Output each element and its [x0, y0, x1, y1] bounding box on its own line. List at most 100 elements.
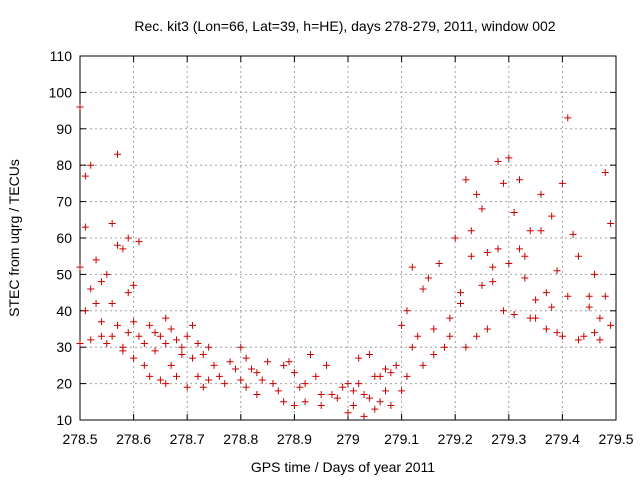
y-tick-label: 90	[56, 121, 72, 137]
data-point	[81, 307, 89, 315]
data-point	[205, 343, 213, 351]
data-point	[108, 332, 116, 340]
data-point	[323, 361, 331, 369]
y-tick-label: 30	[56, 339, 72, 355]
data-point	[387, 401, 395, 409]
data-point	[301, 380, 309, 388]
y-tick-label: 70	[56, 194, 72, 210]
data-point	[360, 412, 368, 420]
data-point	[467, 252, 475, 260]
data-point	[87, 285, 95, 293]
y-tick-label: 40	[56, 303, 72, 319]
data-point	[178, 343, 186, 351]
data-point	[473, 332, 481, 340]
data-point	[424, 274, 432, 282]
data-point	[146, 372, 154, 380]
data-point	[146, 321, 154, 329]
data-point	[521, 274, 529, 282]
data-point	[130, 318, 138, 326]
data-point	[564, 292, 572, 300]
data-point	[494, 245, 502, 253]
data-point	[414, 332, 422, 340]
data-point	[483, 325, 491, 333]
data-point	[419, 285, 427, 293]
data-point	[392, 361, 400, 369]
data-point	[76, 103, 84, 111]
x-axis-ticks: 278.5 278.6 278.7 278.8 278.9 279 279.1 279.2 27…	[62, 56, 634, 447]
data-point	[274, 387, 282, 395]
x-axis-label: GPS time / Days of year 2011	[251, 459, 435, 475]
data-point	[162, 314, 170, 322]
x-tick-label: 279.4	[545, 431, 580, 447]
data-point	[596, 336, 604, 344]
data-point	[376, 398, 384, 406]
x-tick-label: 279.2	[438, 431, 473, 447]
data-point	[510, 209, 518, 217]
data-point	[430, 350, 438, 358]
x-tick-label: 278.8	[223, 431, 258, 447]
data-point	[124, 329, 132, 337]
x-tick-label: 278.6	[116, 431, 151, 447]
data-point	[403, 307, 411, 315]
data-point	[467, 227, 475, 235]
data-point	[451, 234, 459, 242]
data-point	[564, 114, 572, 122]
data-point	[607, 219, 615, 227]
data-point	[591, 329, 599, 337]
data-point	[242, 383, 250, 391]
data-point	[280, 398, 288, 406]
data-point	[264, 358, 272, 366]
data-point	[478, 281, 486, 289]
data-point	[349, 387, 357, 395]
data-point	[97, 278, 105, 286]
data-point	[462, 176, 470, 184]
y-axis-label: STEC from uqrg / TECUs	[6, 159, 22, 317]
y-tick-label: 110	[50, 48, 73, 64]
data-point	[87, 336, 95, 344]
data-point	[290, 401, 298, 409]
chart-title: Rec. kit3 (Lon=66, Lat=39, h=HE), days 2…	[134, 18, 555, 34]
data-point	[510, 310, 518, 318]
grid-lines	[80, 56, 616, 420]
data-point	[542, 289, 550, 297]
data-point	[526, 227, 534, 235]
data-point	[156, 332, 164, 340]
data-point	[408, 343, 416, 351]
data-point	[376, 372, 384, 380]
data-point	[290, 369, 298, 377]
data-point	[371, 405, 379, 413]
x-tick-label: 278.7	[170, 431, 205, 447]
data-point	[387, 369, 395, 377]
data-point	[76, 263, 84, 271]
data-point	[548, 303, 556, 311]
data-point	[162, 380, 170, 388]
data-point	[167, 325, 175, 333]
data-point	[542, 325, 550, 333]
data-point	[446, 332, 454, 340]
data-point	[355, 380, 363, 388]
data-point	[516, 176, 524, 184]
data-point	[483, 249, 491, 257]
x-tick-label: 278.9	[277, 431, 312, 447]
data-point	[580, 332, 588, 340]
data-point	[596, 314, 604, 322]
data-point	[548, 212, 556, 220]
data-point	[130, 281, 138, 289]
data-point	[601, 168, 609, 176]
data-point	[344, 380, 352, 388]
data-point	[194, 372, 202, 380]
x-tick-label: 278.5	[62, 431, 97, 447]
data-point	[199, 383, 207, 391]
data-point	[114, 321, 122, 329]
data-point	[532, 296, 540, 304]
data-point	[398, 387, 406, 395]
y-tick-label: 10	[56, 412, 72, 428]
data-point	[489, 263, 497, 271]
data-point	[151, 329, 159, 337]
y-tick-label: 80	[56, 157, 72, 173]
data-point	[296, 383, 304, 391]
data-point	[333, 394, 341, 402]
data-point	[151, 347, 159, 355]
data-point	[205, 376, 213, 384]
